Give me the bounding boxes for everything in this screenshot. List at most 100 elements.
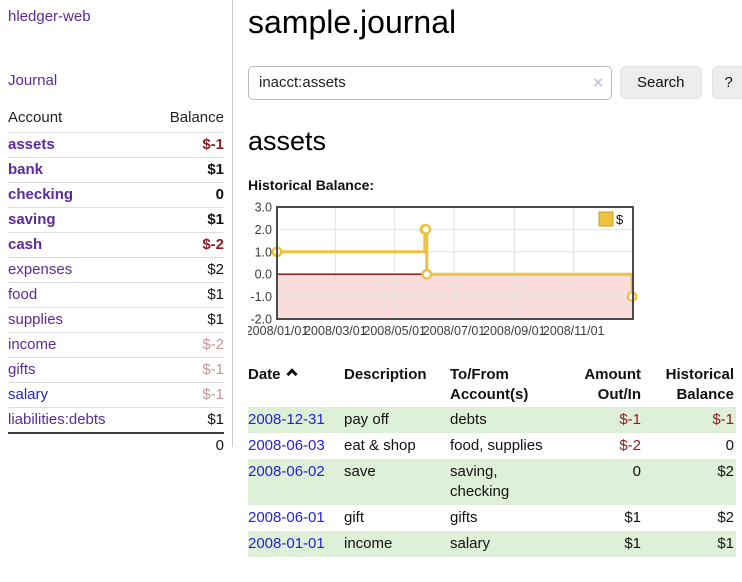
sort-ascending-icon	[285, 368, 298, 380]
help-button[interactable]: ?	[711, 66, 742, 100]
accounts-total: 0	[146, 432, 224, 458]
transaction-balance: $-1	[643, 406, 736, 433]
transaction-amount: $-1	[562, 406, 643, 433]
transaction-balance: $2	[717, 508, 734, 526]
account-row: liabilities:debts $1	[8, 407, 224, 433]
transaction-accounts: gifts	[450, 508, 478, 526]
svg-text:2008/07/01: 2008/07/01	[423, 324, 486, 338]
register-header-row: Date Description To/From Account(s) Amou…	[248, 363, 736, 407]
svg-text:1.0: 1.0	[255, 245, 272, 259]
account-link-gifts[interactable]: gifts	[8, 361, 36, 378]
transaction-accounts: salary	[450, 530, 562, 557]
transaction-amount: $1	[624, 508, 641, 526]
app-layout: hledger-web Journal Account Balance asse…	[0, 0, 742, 557]
register-row: 2008-06-02 save saving, checking 0 $2	[248, 458, 736, 505]
account-balance: $-1	[146, 132, 224, 158]
svg-text:0.0: 0.0	[255, 267, 272, 281]
register-row: 2008-06-03 eat & shop food, supplies $-2…	[248, 433, 736, 459]
register-header-description: Description	[344, 365, 427, 383]
accounts-table: Account Balance assets $-1 bank $1 check…	[8, 105, 224, 458]
transaction-description: gift	[344, 508, 365, 526]
account-balance: $2	[146, 257, 224, 283]
account-row: assets $-1	[8, 132, 224, 158]
transaction-date-link[interactable]: 2008-06-01	[248, 508, 325, 526]
account-link-bank[interactable]: bank	[8, 161, 44, 178]
register-header-date[interactable]: Date	[248, 363, 344, 407]
account-link-income[interactable]: income	[8, 336, 57, 353]
transaction-accounts: food, supplies	[450, 436, 543, 454]
transaction-amount: 0	[562, 458, 643, 505]
transaction-accounts: debts	[450, 406, 562, 433]
chart-svg[interactable]: $3.0 2.0 1.0 0.0 -1.0 -2.02008/01/012008/03/0…	[246, 200, 654, 342]
account-row: saving $1	[8, 207, 224, 233]
historical-balance-chart[interactable]: $3.0 2.0 1.0 0.0 -1.0 -2.0 2008/01/01 2008/03/0…	[246, 200, 668, 346]
account-link-checking[interactable]: checking	[8, 186, 74, 203]
register-header-accounts: To/From Account(s)	[450, 365, 529, 403]
transaction-date-link[interactable]: 2008-12-31	[248, 410, 325, 428]
account-link-supplies[interactable]: supplies	[8, 311, 64, 328]
account-link-assets[interactable]: assets	[8, 136, 55, 153]
register-row: 2008-06-01 gift gifts $1 $2	[248, 505, 736, 531]
transaction-amount: $-2	[619, 436, 641, 454]
account-heading: assets	[248, 125, 327, 156]
account-link-cash[interactable]: cash	[8, 236, 43, 253]
transaction-description: income	[344, 530, 450, 557]
search-form: × Search ?	[248, 65, 742, 100]
svg-text:2008/09/01: 2008/09/01	[483, 324, 546, 338]
register-header-amount: Amount Out/In	[584, 365, 641, 403]
accounts-header-balance: Balance	[169, 109, 224, 126]
transaction-balance: $1	[643, 530, 736, 557]
account-link-salary[interactable]: salary	[8, 386, 49, 403]
main-content: sample.journal × Search ? assets Histori…	[233, 0, 742, 557]
account-balance: $1	[146, 307, 224, 333]
transaction-accounts: saving, checking	[450, 458, 562, 505]
transaction-description: pay off	[344, 406, 450, 433]
account-link-saving[interactable]: saving	[8, 211, 56, 228]
account-row: checking 0	[8, 182, 224, 208]
transaction-amount: $1	[562, 530, 643, 557]
account-balance: $-1	[146, 382, 224, 408]
account-link-expenses[interactable]: expenses	[8, 261, 73, 278]
svg-text:-1.0: -1.0	[250, 290, 272, 304]
svg-text:2008/11/01: 2008/11/01	[543, 324, 605, 338]
register-row: 2008-01-01 income salary $1 $1	[248, 530, 736, 557]
search-button[interactable]: Search	[620, 66, 702, 100]
svg-text:2008/05/01: 2008/05/01	[363, 324, 426, 338]
account-balance: $1	[146, 157, 224, 183]
svg-text:-2.0: -2.0	[250, 312, 272, 326]
register-row: 2008-12-31 pay off debts $-1 $-1	[248, 406, 736, 433]
account-row: food $1	[8, 282, 224, 308]
account-balance: $-2	[146, 332, 224, 358]
account-link-liabilities-debts[interactable]: liabilities:debts	[8, 411, 106, 428]
page-title: sample.journal	[248, 4, 457, 40]
transaction-date-link[interactable]: 2008-06-02	[248, 462, 325, 480]
account-balance: $1	[146, 407, 224, 433]
account-balance: $1	[146, 282, 224, 308]
svg-text:$: $	[616, 212, 624, 227]
account-row: salary $-1	[8, 382, 224, 408]
account-row: gifts $-1	[8, 357, 224, 383]
brand-link[interactable]: hledger-web	[8, 8, 91, 25]
register-table: Date Description To/From Account(s) Amou…	[248, 363, 736, 557]
transaction-date-link[interactable]: 2008-06-03	[248, 436, 325, 454]
sidebar-item-journal[interactable]: Journal	[8, 72, 58, 89]
account-row: cash $-2	[8, 232, 224, 258]
transaction-balance: $2	[643, 458, 736, 505]
svg-text:3.0: 3.0	[255, 202, 272, 215]
account-balance: 0	[146, 182, 224, 208]
search-input[interactable]	[248, 65, 612, 100]
account-row: income $-2	[8, 332, 224, 358]
svg-text:2008/03/01: 2008/03/01	[304, 324, 367, 338]
accounts-header-row: Account Balance	[8, 105, 224, 133]
account-balance: $-1	[146, 357, 224, 383]
clear-search-icon[interactable]: ×	[593, 72, 603, 92]
chart-label: Historical Balance:	[248, 176, 375, 193]
transaction-description: save	[344, 458, 450, 505]
account-row: bank $1	[8, 157, 224, 183]
accounts-header-account: Account	[8, 109, 63, 126]
sidebar: hledger-web Journal Account Balance asse…	[0, 0, 233, 458]
transaction-date-link[interactable]: 2008-01-01	[248, 534, 325, 552]
accounts-total-row: 0	[8, 432, 224, 458]
transaction-description: eat & shop	[344, 436, 416, 454]
account-link-food[interactable]: food	[8, 286, 38, 303]
